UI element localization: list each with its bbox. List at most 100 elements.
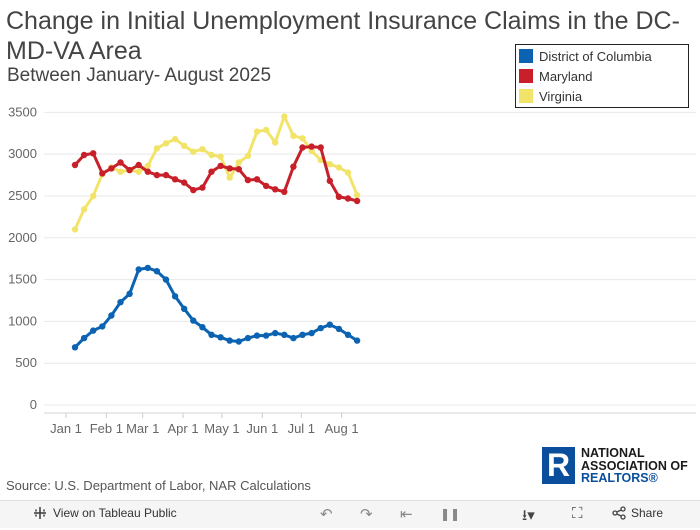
data-point-md[interactable]	[281, 188, 288, 195]
data-point-md[interactable]	[90, 150, 97, 157]
data-point-dc[interactable]	[153, 268, 161, 275]
data-point-dc[interactable]	[235, 338, 242, 345]
series-md[interactable]	[71, 143, 361, 205]
data-point-md[interactable]	[226, 165, 233, 172]
legend-item-va[interactable]: Virginia	[519, 86, 582, 106]
data-point-dc[interactable]	[262, 332, 270, 339]
data-point-md[interactable]	[335, 193, 343, 200]
data-point-dc[interactable]	[162, 276, 170, 283]
data-point-va[interactable]	[162, 140, 170, 147]
data-point-dc[interactable]	[126, 290, 133, 297]
data-point-dc[interactable]	[353, 337, 361, 344]
data-point-md[interactable]	[317, 144, 324, 151]
data-point-md[interactable]	[181, 179, 188, 186]
data-point-md[interactable]	[99, 170, 106, 177]
data-point-md[interactable]	[308, 143, 315, 150]
data-point-va[interactable]	[326, 161, 333, 168]
data-point-va[interactable]	[235, 159, 242, 166]
data-point-va[interactable]	[299, 135, 306, 142]
data-point-md[interactable]	[117, 159, 124, 166]
pause-icon[interactable]: ❚❚	[440, 507, 461, 521]
data-point-dc[interactable]	[335, 325, 343, 333]
data-point-dc[interactable]	[108, 312, 115, 319]
data-point-dc[interactable]	[244, 334, 252, 342]
redo-icon[interactable]: ↷	[360, 506, 373, 523]
data-point-dc[interactable]	[226, 337, 233, 344]
data-point-va[interactable]	[272, 139, 279, 146]
data-point-md[interactable]	[353, 197, 361, 205]
series-line-va[interactable]	[73, 115, 359, 231]
data-point-va[interactable]	[217, 153, 224, 160]
data-point-md[interactable]	[208, 168, 215, 175]
data-point-dc[interactable]	[80, 334, 88, 342]
data-point-dc[interactable]	[281, 331, 288, 338]
data-point-md[interactable]	[80, 151, 88, 159]
data-point-md[interactable]	[108, 165, 115, 172]
series-dc[interactable]	[71, 264, 361, 351]
view-on-tableau-button[interactable]: View on Tableau Public	[33, 506, 177, 520]
data-point-md[interactable]	[199, 184, 206, 191]
data-point-md[interactable]	[253, 176, 261, 183]
data-point-dc[interactable]	[217, 334, 224, 341]
data-point-md[interactable]	[171, 176, 179, 183]
data-point-md[interactable]	[344, 195, 352, 202]
data-point-md[interactable]	[326, 177, 333, 185]
data-point-md[interactable]	[299, 144, 306, 151]
data-point-va[interactable]	[281, 113, 288, 120]
data-point-va[interactable]	[171, 135, 179, 143]
data-point-md[interactable]	[135, 161, 142, 169]
fullscreen-icon[interactable]: ⛶	[572, 505, 583, 522]
series-va[interactable]	[71, 113, 361, 233]
data-point-dc[interactable]	[317, 324, 324, 332]
data-point-md[interactable]	[144, 168, 151, 175]
data-point-md[interactable]	[71, 161, 79, 169]
data-point-dc[interactable]	[190, 317, 197, 324]
legend-item-dc[interactable]: District of Columbia	[519, 46, 652, 66]
data-point-dc[interactable]	[144, 264, 151, 272]
data-point-md[interactable]	[290, 163, 297, 170]
data-point-md[interactable]	[190, 186, 197, 194]
share-button[interactable]: Share	[612, 506, 663, 520]
legend-item-md[interactable]: Maryland	[519, 66, 592, 86]
data-point-dc[interactable]	[181, 305, 188, 312]
data-point-va[interactable]	[153, 145, 161, 152]
data-point-dc[interactable]	[326, 321, 333, 328]
data-point-dc[interactable]	[308, 329, 315, 337]
data-point-va[interactable]	[253, 128, 261, 135]
data-point-dc[interactable]	[99, 323, 106, 330]
data-point-md[interactable]	[217, 162, 224, 170]
data-point-va[interactable]	[135, 168, 142, 175]
data-point-va[interactable]	[117, 168, 124, 175]
data-point-va[interactable]	[181, 142, 188, 149]
data-point-va[interactable]	[353, 191, 361, 199]
data-point-va[interactable]	[262, 126, 270, 134]
data-point-md[interactable]	[153, 171, 161, 179]
data-point-dc[interactable]	[208, 331, 215, 338]
data-point-va[interactable]	[226, 174, 233, 181]
data-point-va[interactable]	[344, 169, 352, 176]
data-point-md[interactable]	[272, 186, 279, 193]
data-point-va[interactable]	[208, 151, 215, 159]
data-point-va[interactable]	[244, 152, 252, 159]
data-point-md[interactable]	[162, 171, 170, 179]
data-point-dc[interactable]	[171, 293, 179, 300]
data-point-md[interactable]	[126, 166, 133, 174]
data-point-dc[interactable]	[90, 327, 97, 334]
data-point-va[interactable]	[190, 148, 197, 155]
download-icon[interactable]: ⭳▾	[522, 507, 535, 524]
data-point-va[interactable]	[290, 132, 297, 139]
data-point-dc[interactable]	[71, 344, 79, 351]
data-point-dc[interactable]	[253, 332, 261, 339]
data-point-va[interactable]	[71, 226, 79, 233]
data-point-dc[interactable]	[117, 299, 124, 306]
data-point-va[interactable]	[144, 162, 151, 170]
data-point-dc[interactable]	[199, 324, 206, 331]
data-point-md[interactable]	[235, 166, 242, 173]
data-point-va[interactable]	[335, 164, 343, 171]
data-point-dc[interactable]	[299, 331, 306, 338]
nar-logo[interactable]: R NATIONAL ASSOCIATION OF REALTORS®	[542, 447, 697, 487]
undo-icon[interactable]: ↶	[320, 506, 333, 523]
data-point-dc[interactable]	[272, 329, 279, 337]
data-point-va[interactable]	[90, 192, 97, 200]
data-point-dc[interactable]	[135, 266, 142, 273]
